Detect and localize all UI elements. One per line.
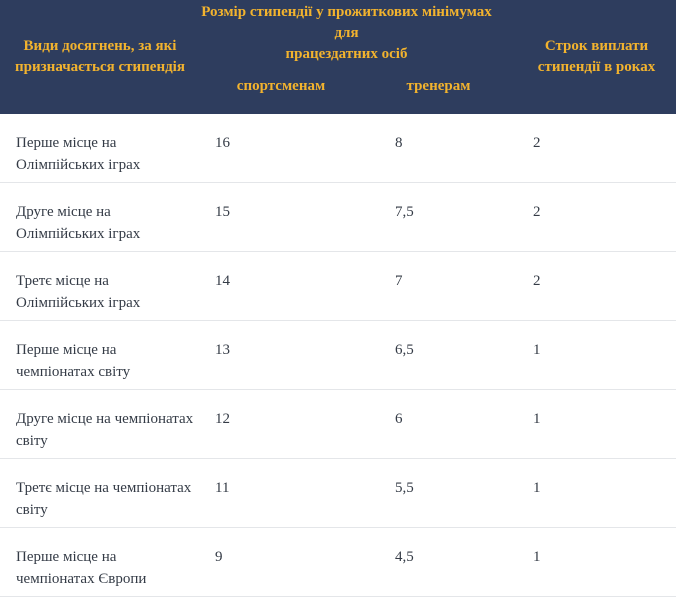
table-row: Перше місце на Олімпійських іграх 16 8 2: [0, 114, 676, 183]
coaches-value: 4,5: [395, 549, 414, 565]
coaches-value: 7,5: [395, 204, 414, 220]
header-subrow: спортсменам тренерам: [200, 58, 517, 114]
table-row: Третє місце на Олімпійських іграх 14 7 2: [0, 252, 676, 321]
coaches-value: 7: [395, 273, 403, 289]
athletes-value: 15: [215, 204, 230, 220]
years-value: 2: [533, 204, 541, 220]
achievement-cell: Друге місце на Олімпійських іграх: [16, 204, 141, 242]
coaches-value: 5,5: [395, 480, 414, 496]
header-stipend-size-group: Розмір стипендії у прожиткових мінімумах…: [200, 0, 517, 114]
years-value: 1: [533, 342, 541, 358]
achievement-cell: Перше місце на Олімпійських іграх: [16, 135, 141, 173]
coaches-value: 8: [395, 135, 403, 151]
coaches-value: 6,5: [395, 342, 414, 358]
table-row: Перше місце на чемпіонатах світу 13 6,5 …: [0, 321, 676, 390]
coaches-value: 6: [395, 411, 403, 427]
table-row: Друге місце на чемпіонатах світу 12 6 1: [0, 390, 676, 459]
athletes-value: 9: [215, 549, 223, 565]
header-term-label: Строк виплати стипендії в роках: [537, 38, 656, 75]
table-row: Третє місце на чемпіонатах світу 11 5,5 …: [0, 459, 676, 528]
achievement-cell: Друге місце на чемпіонатах світу: [16, 411, 194, 449]
table-row: Друге місце на Олімпійських іграх 15 7,5…: [0, 183, 676, 252]
athletes-value: 13: [215, 342, 230, 358]
achievement-cell: Перше місце на чемпіонатах світу: [16, 342, 131, 380]
header-stipend-size-title: Розмір стипендії у прожиткових мінімумах…: [201, 3, 492, 62]
years-value: 1: [533, 411, 541, 427]
athletes-value: 14: [215, 273, 230, 289]
table-row: Перше місце на чемпіонатах Європи 9 4,5 …: [0, 528, 676, 597]
achievement-cell: Третє місце на Олімпійських іграх: [16, 273, 141, 311]
athletes-value: 12: [215, 411, 230, 427]
table-header: Види досягнень, за які призначається сти…: [0, 0, 676, 114]
athletes-value: 11: [215, 480, 230, 496]
achievement-cell: Третє місце на чемпіонатах світу: [16, 480, 192, 518]
achievement-cell: Перше місце на чемпіонатах Європи: [16, 549, 147, 587]
athletes-value: 16: [215, 135, 230, 151]
table-body: Перше місце на Олімпійських іграх 16 8 2…: [0, 114, 676, 597]
years-value: 2: [533, 135, 541, 151]
years-value: 1: [533, 480, 541, 496]
header-coaches-label: тренерам: [406, 78, 471, 94]
header-athletes-label: спортсменам: [236, 78, 326, 94]
header-achievements-label: Види досягнень, за які призначається сти…: [15, 38, 185, 75]
years-value: 2: [533, 273, 541, 289]
years-value: 1: [533, 549, 541, 565]
